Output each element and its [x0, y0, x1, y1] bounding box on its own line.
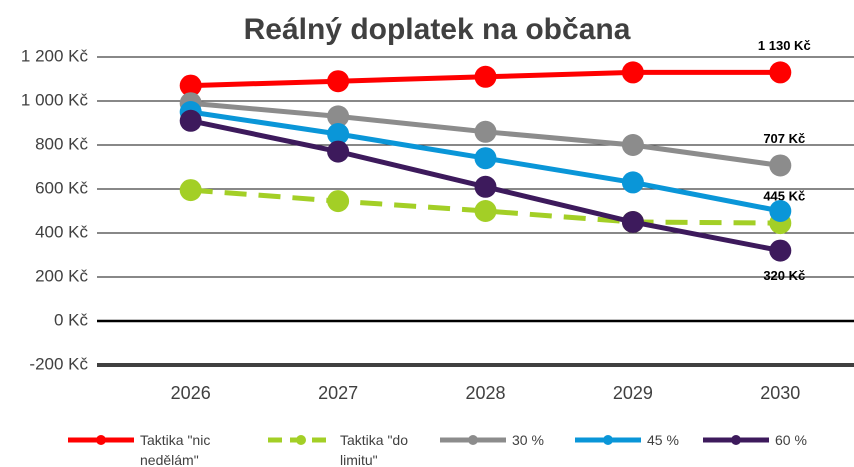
data-point	[769, 154, 792, 177]
data-point	[769, 239, 792, 262]
legend-marker	[468, 435, 478, 445]
legend-label: 45 %	[647, 432, 679, 448]
legend-marker	[96, 435, 106, 445]
data-point	[621, 211, 644, 233]
data-point	[474, 200, 497, 222]
y-tick-label: 0 Kč	[54, 310, 89, 329]
data-point	[327, 190, 350, 213]
y-tick-label: 400 Kč	[35, 222, 88, 241]
x-tick-label: 2029	[613, 383, 653, 403]
data-label: 1 130 Kč	[758, 38, 811, 53]
legend-label: Taktika "do limitu"	[340, 432, 409, 467]
x-tick-label: 2030	[760, 383, 800, 403]
y-tick-label: 200 Kč	[35, 266, 88, 285]
data-point	[179, 179, 202, 202]
data-point	[621, 134, 644, 156]
data-point	[474, 147, 497, 170]
x-tick-label: 2028	[465, 383, 505, 403]
data-point	[621, 171, 644, 194]
x-tick-label: 2026	[171, 383, 211, 403]
data-point	[327, 105, 350, 128]
legend-marker	[731, 435, 741, 445]
legend-marker	[603, 435, 613, 445]
y-tick-label: 600 Kč	[35, 178, 88, 197]
y-tick-label: 1 200 Kč	[21, 46, 89, 65]
legend-label: 60 %	[775, 432, 807, 448]
data-point	[769, 200, 792, 222]
data-point	[327, 140, 350, 163]
data-point	[474, 175, 497, 198]
chart-title: Reálný doplatek na občana	[244, 13, 631, 46]
y-tick-label: 800 Kč	[35, 134, 88, 153]
legend-marker	[296, 435, 306, 445]
data-point	[769, 61, 792, 84]
data-point	[621, 61, 644, 84]
data-point	[327, 70, 350, 93]
data-point	[327, 123, 350, 145]
legend-label: Taktika "nic nedělám"	[140, 432, 211, 467]
data-point	[179, 109, 202, 132]
data-label: 445 Kč	[763, 189, 805, 204]
data-label: 320 Kč	[763, 268, 805, 283]
series-line	[190, 187, 781, 226]
y-tick-label: 1 000 Kč	[21, 90, 89, 109]
data-point	[474, 65, 497, 88]
x-tick-label: 2027	[318, 383, 358, 403]
data-point	[474, 120, 497, 143]
y-tick-label: -200 Kč	[29, 354, 88, 373]
data-label: 707 Kč	[763, 131, 805, 146]
data-point	[179, 74, 202, 97]
legend-label: 30 %	[512, 432, 544, 448]
